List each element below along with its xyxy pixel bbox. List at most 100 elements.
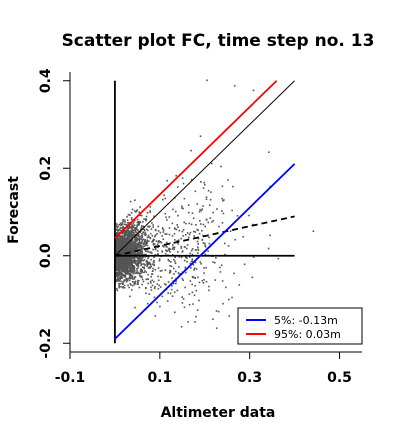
scatter-point xyxy=(191,253,194,256)
scatter-point xyxy=(126,268,129,271)
scatter-point xyxy=(204,244,206,247)
scatter-point xyxy=(129,227,132,229)
scatter-point xyxy=(138,253,140,256)
scatter-point xyxy=(117,249,119,251)
scatter-point xyxy=(142,242,145,244)
scatter-point xyxy=(141,238,143,241)
scatter-point xyxy=(182,229,185,231)
scatter-point xyxy=(119,251,122,253)
scatter-point xyxy=(127,230,130,233)
scatter-point xyxy=(126,228,129,230)
scatter-point xyxy=(135,240,138,242)
scatter-point xyxy=(130,260,132,263)
scatter-point xyxy=(140,253,143,255)
scatter-point xyxy=(122,266,124,268)
scatter-point xyxy=(137,243,139,245)
scatter-point xyxy=(172,248,174,250)
scatter-point xyxy=(170,261,172,263)
scatter-point xyxy=(180,247,183,249)
scatter-point xyxy=(130,245,132,247)
scatter-point xyxy=(140,250,142,252)
scatter-point xyxy=(118,228,121,231)
scatter-point xyxy=(130,231,132,233)
scatter-point xyxy=(187,204,190,206)
scatter-point xyxy=(128,246,131,248)
scatter-point xyxy=(131,267,133,270)
scatter-point xyxy=(173,291,176,294)
scatter-point xyxy=(135,211,137,213)
scatter-point xyxy=(195,289,198,292)
scatter-point xyxy=(151,263,154,265)
scatter-point xyxy=(127,270,129,273)
scatter-point xyxy=(129,247,131,249)
scatter-point xyxy=(126,263,128,266)
scatter-point xyxy=(122,286,124,288)
scatter-point xyxy=(145,228,148,231)
scatter-point xyxy=(192,303,194,305)
scatter-point xyxy=(220,264,223,267)
scatter-point xyxy=(143,266,145,268)
scatter-point xyxy=(139,238,142,240)
scatter-point xyxy=(117,235,120,237)
scatter-point xyxy=(150,265,153,268)
scatter-point xyxy=(218,225,220,228)
scatter-point xyxy=(123,275,126,278)
scatter-point xyxy=(204,225,206,228)
scatter-point xyxy=(169,292,172,295)
scatter-point xyxy=(140,275,143,278)
scatter-point xyxy=(133,257,135,259)
scatter-point xyxy=(119,252,121,254)
scatter-point xyxy=(134,262,136,264)
scatter-point xyxy=(126,269,129,272)
scatter-point xyxy=(122,271,125,273)
scatter-point xyxy=(149,280,152,283)
scatter-point xyxy=(206,79,208,82)
scatter-point xyxy=(179,273,182,275)
scatter-point xyxy=(193,269,195,271)
scatter-point xyxy=(123,264,125,267)
scatter-point xyxy=(138,211,140,214)
scatter-point xyxy=(175,280,177,282)
scatter-point xyxy=(188,211,190,214)
scatter-point xyxy=(153,287,156,290)
scatter-point xyxy=(161,227,164,229)
scatter-point xyxy=(198,299,200,302)
scatter-point xyxy=(140,276,143,279)
scatter-point xyxy=(131,248,133,250)
scatter-point xyxy=(176,186,179,188)
scatter-point xyxy=(222,302,224,305)
scatter-point xyxy=(124,233,126,236)
scatter-point xyxy=(208,242,211,245)
scatter-point xyxy=(221,222,224,224)
scatter-point xyxy=(130,252,132,255)
scatter-point xyxy=(243,263,246,266)
scatter-point xyxy=(127,246,129,248)
scatter-point xyxy=(134,237,137,240)
scatter-point xyxy=(204,253,207,256)
scatter-point xyxy=(194,261,197,264)
scatter-point xyxy=(188,222,191,225)
scatter-point xyxy=(194,285,196,287)
scatter-point xyxy=(118,241,120,244)
scatter-point xyxy=(119,243,122,246)
scatter-point xyxy=(194,277,196,279)
scatter-point xyxy=(181,302,184,304)
scatter-point xyxy=(143,259,146,261)
scatter-point xyxy=(156,233,158,235)
scatter-point xyxy=(132,225,134,227)
scatter-point xyxy=(129,283,132,285)
scatter-point xyxy=(132,256,135,259)
scatter-point xyxy=(143,267,145,270)
scatter-point xyxy=(134,280,137,283)
scatter-point xyxy=(124,276,127,278)
scatter-point xyxy=(136,272,139,275)
scatter-point xyxy=(224,253,226,256)
scatter-point xyxy=(122,286,124,289)
scatter-point xyxy=(122,282,124,284)
scatter-point xyxy=(115,244,118,246)
scatter-point xyxy=(161,244,164,247)
scatter-point xyxy=(190,249,193,252)
scatter-point xyxy=(208,285,210,288)
scatter-point xyxy=(178,256,181,258)
scatter-point xyxy=(149,225,151,228)
